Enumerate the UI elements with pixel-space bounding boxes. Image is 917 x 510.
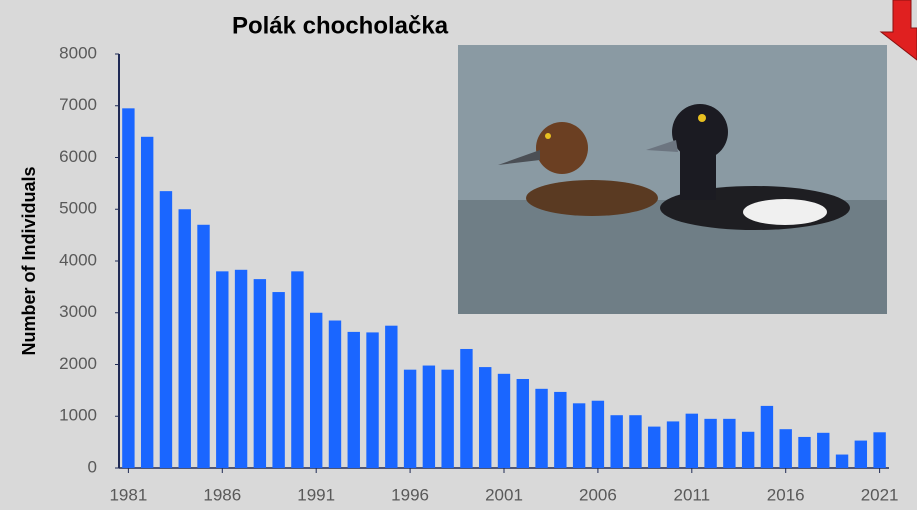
bar [685, 413, 699, 468]
bar [291, 271, 304, 468]
chart-title: Polák chocholačka [232, 12, 449, 39]
bar [497, 373, 511, 468]
y-tick-label: 6000 [59, 147, 97, 166]
bar [666, 421, 680, 468]
bar [516, 378, 529, 468]
bar [366, 332, 379, 468]
bar [554, 391, 567, 468]
y-tick-label: 8000 [59, 43, 97, 62]
bar [178, 209, 191, 468]
bar [403, 369, 417, 468]
bar [460, 348, 473, 468]
y-tick-label: 1000 [59, 406, 97, 425]
bar [309, 312, 323, 468]
bar [535, 388, 548, 468]
red-arrow [879, 0, 917, 61]
x-tick-label: 2006 [579, 485, 617, 504]
bar [648, 426, 661, 468]
x-tick-label: 2001 [485, 485, 523, 504]
bar [591, 400, 605, 468]
bar [741, 431, 755, 468]
bar [798, 436, 811, 468]
bar [817, 432, 830, 468]
x-tick-label: 1991 [297, 485, 335, 504]
y-tick-label: 0 [88, 457, 97, 476]
bar [159, 191, 173, 468]
bar [347, 331, 360, 468]
x-tick-label: 2021 [861, 485, 899, 504]
bar [629, 415, 642, 468]
x-tick-label: 2011 [674, 485, 711, 504]
bar [479, 367, 492, 468]
y-axis-label: Number of Individuals [19, 166, 39, 355]
bar [272, 292, 285, 468]
bar [854, 440, 868, 468]
bar [197, 224, 210, 468]
bar [760, 405, 774, 468]
x-tick-label: 2016 [767, 485, 805, 504]
bar [140, 136, 154, 469]
bar [234, 269, 248, 468]
bar [873, 432, 886, 468]
bar [441, 369, 454, 468]
x-tick-label: 1996 [391, 485, 429, 504]
bar [610, 415, 623, 468]
bar [216, 271, 229, 468]
y-tick-label: 4000 [59, 250, 97, 269]
bar [779, 429, 792, 468]
bar [723, 418, 736, 468]
bar [253, 279, 267, 468]
bar [122, 108, 135, 469]
bar [835, 454, 849, 468]
bar [328, 320, 342, 468]
y-tick-label: 3000 [59, 302, 97, 321]
bar [385, 325, 398, 468]
y-tick-label: 2000 [59, 354, 97, 373]
y-tick-label: 5000 [59, 199, 97, 218]
x-tick-label: 1981 [109, 485, 147, 504]
photo [458, 45, 887, 314]
x-tick-label: 1986 [203, 485, 241, 504]
bar [704, 418, 717, 468]
bar [422, 365, 436, 468]
bar [572, 403, 586, 468]
y-tick-label: 7000 [59, 95, 97, 114]
